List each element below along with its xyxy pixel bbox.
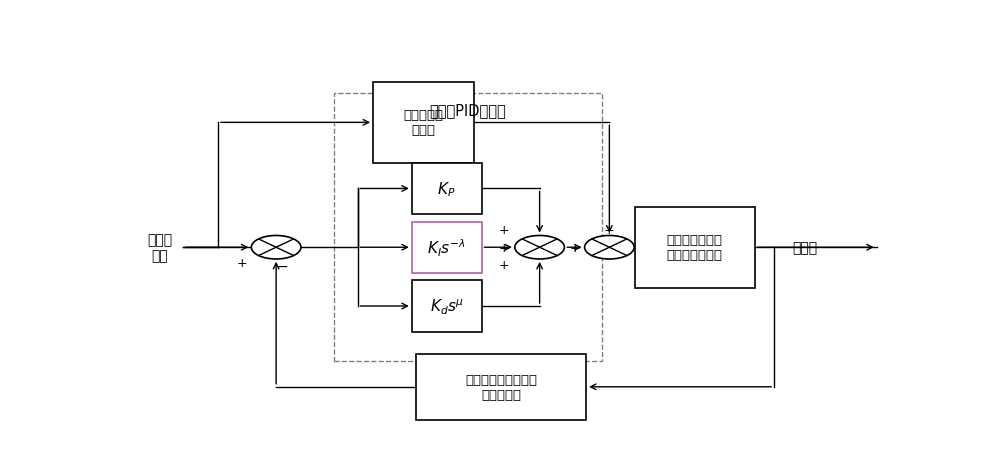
Text: 目标预
紧力: 目标预 紧力 bbox=[147, 233, 172, 263]
Bar bbox=[334, 94, 602, 361]
Text: 丝杠预紧力测控装置
（传感器）: 丝杠预紧力测控装置 （传感器） bbox=[465, 373, 537, 401]
Circle shape bbox=[251, 236, 301, 259]
Text: $K_d s^{\mu}$: $K_d s^{\mu}$ bbox=[430, 297, 464, 316]
Text: +: + bbox=[499, 258, 509, 271]
Text: 输出力: 输出力 bbox=[792, 241, 818, 255]
Bar bbox=[412, 163, 482, 215]
Text: −: − bbox=[277, 259, 288, 273]
Circle shape bbox=[585, 236, 634, 259]
Text: +: + bbox=[237, 257, 247, 269]
Text: +: + bbox=[570, 241, 581, 254]
Text: 前馈逆补偿
控制器: 前馈逆补偿 控制器 bbox=[403, 109, 443, 137]
Bar bbox=[635, 208, 755, 288]
Circle shape bbox=[515, 236, 564, 259]
Bar bbox=[416, 354, 586, 420]
Text: +: + bbox=[604, 224, 615, 237]
Bar bbox=[412, 281, 482, 332]
Text: +: + bbox=[499, 224, 509, 237]
Text: 分数阶PID控制器: 分数阶PID控制器 bbox=[430, 103, 506, 118]
Text: $K_I s^{-\lambda}$: $K_I s^{-\lambda}$ bbox=[427, 237, 466, 258]
Bar bbox=[412, 222, 482, 273]
Text: $K_P$: $K_P$ bbox=[437, 180, 456, 198]
Text: +: + bbox=[499, 241, 509, 254]
Bar bbox=[373, 83, 474, 163]
Text: 丝杠预紧力测控
装置（致动器）: 丝杠预紧力测控 装置（致动器） bbox=[667, 234, 723, 262]
